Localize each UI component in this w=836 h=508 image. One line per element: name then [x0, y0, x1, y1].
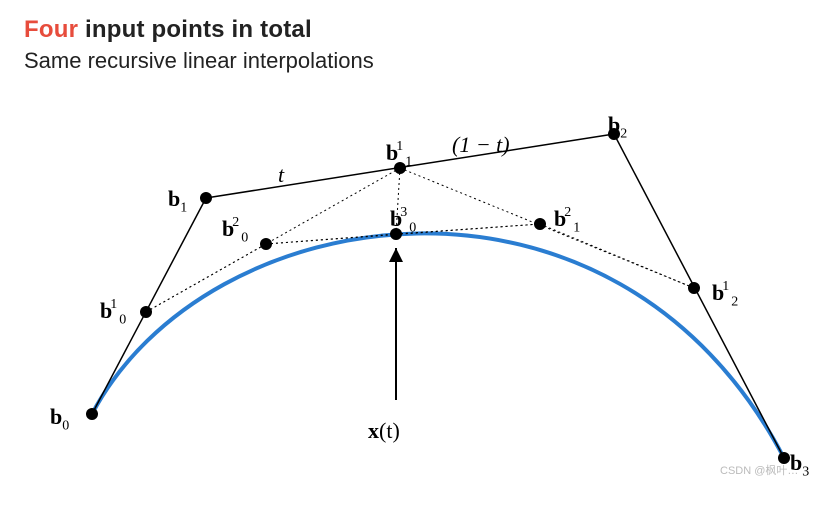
label-b0: b0 — [50, 404, 69, 434]
label-b02: b20 — [222, 216, 248, 246]
bezier-diagram — [0, 0, 836, 508]
label-omt: (1 − t) — [452, 132, 510, 158]
label-b12: b21 — [554, 206, 580, 236]
label-b21: b12 — [712, 280, 738, 310]
label-b11: b11 — [386, 140, 412, 170]
label-t: t — [278, 162, 284, 188]
label-b01: b10 — [100, 298, 126, 328]
label-b2: b2 — [608, 112, 627, 142]
label-b03: b30 — [390, 206, 416, 236]
label-xt: x(t) — [368, 418, 400, 444]
watermark: CSDN @枫叶… — [720, 462, 798, 478]
label-b1: b1 — [168, 186, 187, 216]
